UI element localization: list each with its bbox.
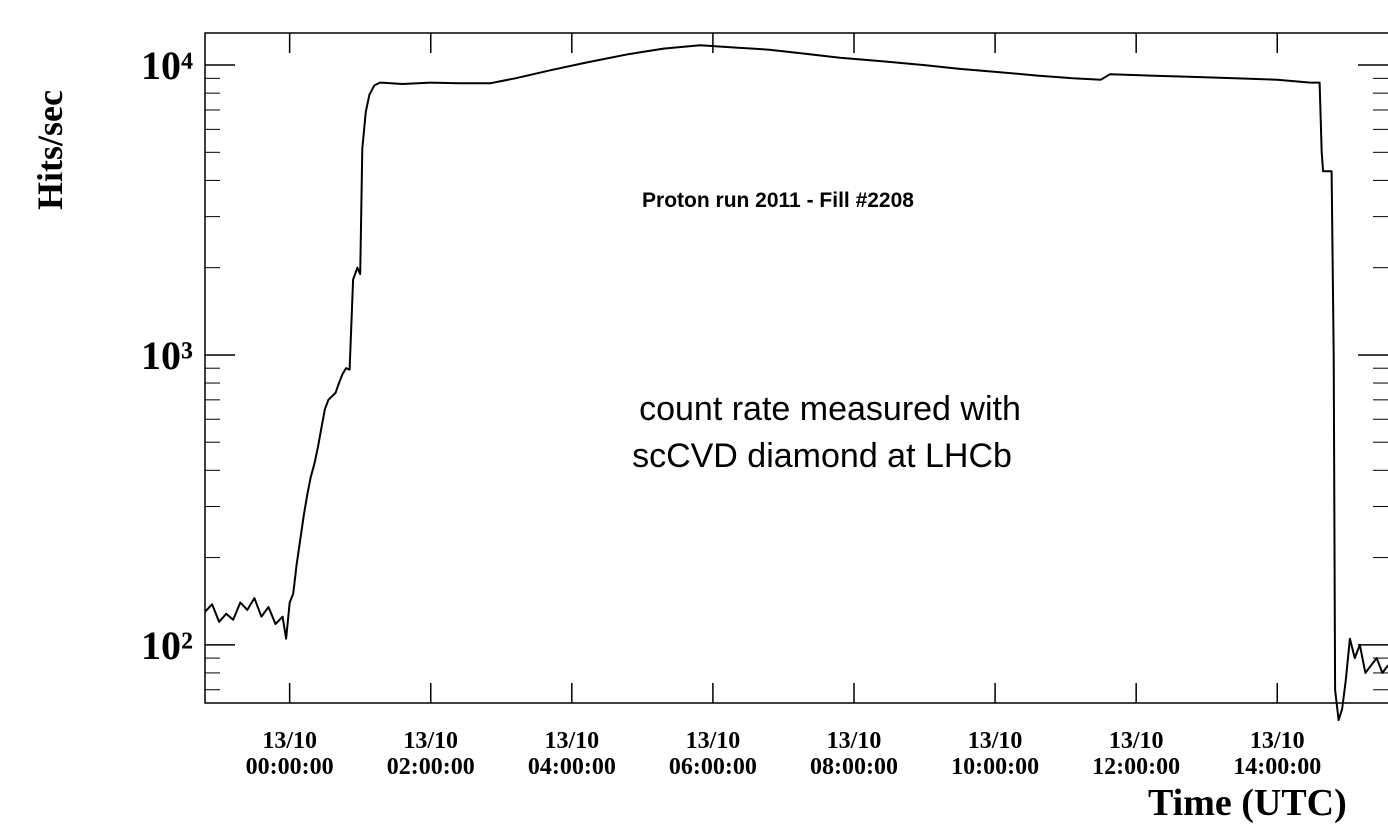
annotation: Proton run 2011 - Fill #2208	[642, 189, 914, 212]
x-tick-label: 13/10 00:00:00	[246, 728, 334, 780]
x-tick-label: 13/10 02:00:00	[387, 728, 475, 780]
x-axis-label: Time (UTC)	[1148, 782, 1347, 824]
x-tick-label: 13/10 14:00:00	[1233, 728, 1321, 780]
data-line	[204, 44, 1388, 722]
y-tick-label: 10³	[141, 333, 193, 378]
annotation: count rate measured with	[639, 390, 1021, 428]
y-tick-label: 10⁴	[141, 43, 193, 88]
y-axis-label: Hits/sec	[30, 90, 70, 210]
x-tick-label: 13/10 08:00:00	[810, 728, 898, 780]
y-tick-label: 10²	[141, 623, 193, 668]
x-tick-label: 13/10 04:00:00	[528, 728, 616, 780]
x-tick-label: 13/10 06:00:00	[669, 728, 757, 780]
plot-frame	[204, 32, 1388, 704]
x-tick-label: 13/10 12:00:00	[1092, 728, 1180, 780]
x-tick-label: 13/10 10:00:00	[951, 728, 1039, 780]
annotation: scCVD diamond at LHCb	[632, 437, 1012, 475]
